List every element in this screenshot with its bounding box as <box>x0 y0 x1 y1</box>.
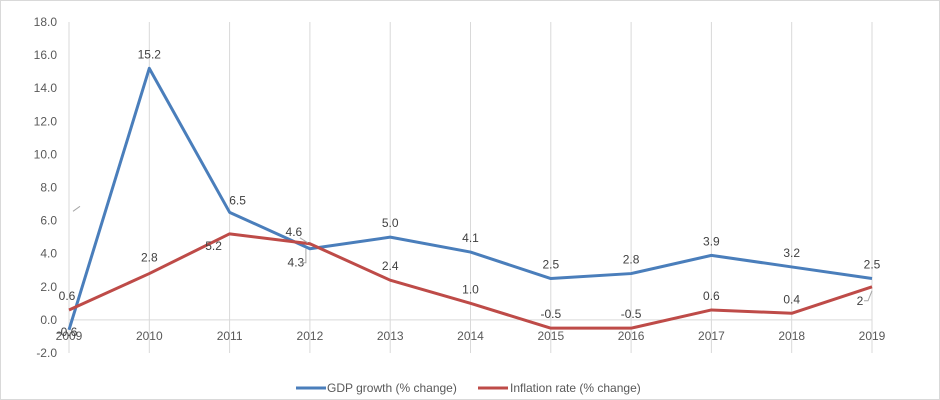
data-label-gdp: 2.8 <box>623 253 640 267</box>
x-tick-label: 2018 <box>778 329 805 343</box>
legend-label-inflation: Inflation rate (% change) <box>510 381 641 395</box>
x-tick-label: 2019 <box>859 329 886 343</box>
data-label-inflation: 2.8 <box>141 251 158 265</box>
y-tick-label: 12.0 <box>34 114 58 128</box>
data-label-gdp: 15.2 <box>138 47 162 61</box>
y-tick-label: 8.0 <box>40 181 57 195</box>
series-line-inflation <box>68 232 873 330</box>
data-label-inflation: 0.6 <box>703 289 720 303</box>
y-tick-label: 10.0 <box>34 147 58 161</box>
data-label-gdp: 4.1 <box>462 231 479 245</box>
data-labels: -0.6 15.2 6.5 4.3 5.0 4.1 2.5 2.8 3.9 3.2 2.5 0.6 2.… <box>57 47 881 338</box>
gridlines <box>68 22 873 353</box>
y-axis: 18.0 16.0 14.0 12.0 10.0 8.0 6.0 4.0 2.0 0.0 -2.0 <box>34 15 58 360</box>
legend: GDP growth (% change) Inflation rate (% … <box>296 381 641 395</box>
series-lines <box>67 66 873 331</box>
y-tick-label: 18.0 <box>34 15 58 29</box>
data-label-inflation: 0.6 <box>59 289 76 303</box>
data-label-inflation: 2.4 <box>382 259 399 273</box>
x-tick-label: 2011 <box>217 329 243 343</box>
leader-line <box>72 205 81 212</box>
data-label-gdp: 2.5 <box>864 258 881 272</box>
data-label-inflation: -0.5 <box>621 307 642 321</box>
y-tick-label: 14.0 <box>34 81 58 95</box>
leader-line <box>299 237 309 244</box>
x-tick-label: 2014 <box>457 329 484 343</box>
data-label-gdp: -0.6 <box>57 325 78 339</box>
data-label-inflation: 0.4 <box>783 292 800 306</box>
x-tick-label: 2016 <box>618 329 645 343</box>
x-tick-label: 2017 <box>698 329 725 343</box>
legend-label-gdp: GDP growth (% change) <box>327 381 457 395</box>
y-tick-label: 0.0 <box>40 313 57 327</box>
y-tick-label: 16.0 <box>34 48 58 62</box>
data-label-gdp: 3.2 <box>783 246 800 260</box>
data-label-inflation: -0.5 <box>540 307 561 321</box>
x-tick-label: 2010 <box>136 329 163 343</box>
x-axis: 2009 2010 2011 2012 2013 2014 2015 2016 2017 2018… <box>56 329 886 343</box>
x-tick-label: 2012 <box>297 329 324 343</box>
y-tick-label: -2.0 <box>36 346 57 360</box>
data-label-inflation: 5.2 <box>205 239 222 253</box>
leader-line <box>299 248 307 264</box>
leader-line <box>864 290 873 302</box>
y-tick-label: 4.0 <box>40 247 57 261</box>
data-label-inflation: 1.0 <box>462 282 479 296</box>
data-label-gdp: 2.5 <box>542 258 559 272</box>
x-tick-label: 2009 <box>56 329 83 343</box>
y-tick-label: 2.0 <box>40 280 57 294</box>
data-label-gdp: 6.5 <box>229 193 246 207</box>
data-label-gdp: 4.3 <box>288 256 305 270</box>
x-tick-label: 2013 <box>377 329 404 343</box>
data-label-gdp: 3.9 <box>703 234 720 248</box>
data-label-inflation: 4.6 <box>286 225 303 239</box>
data-label-inflation: 2 <box>857 294 864 308</box>
series-line-gdp <box>67 66 873 331</box>
y-tick-label: 6.0 <box>40 214 57 228</box>
data-label-gdp: 5.0 <box>382 216 399 230</box>
x-tick-label: 2015 <box>537 329 564 343</box>
